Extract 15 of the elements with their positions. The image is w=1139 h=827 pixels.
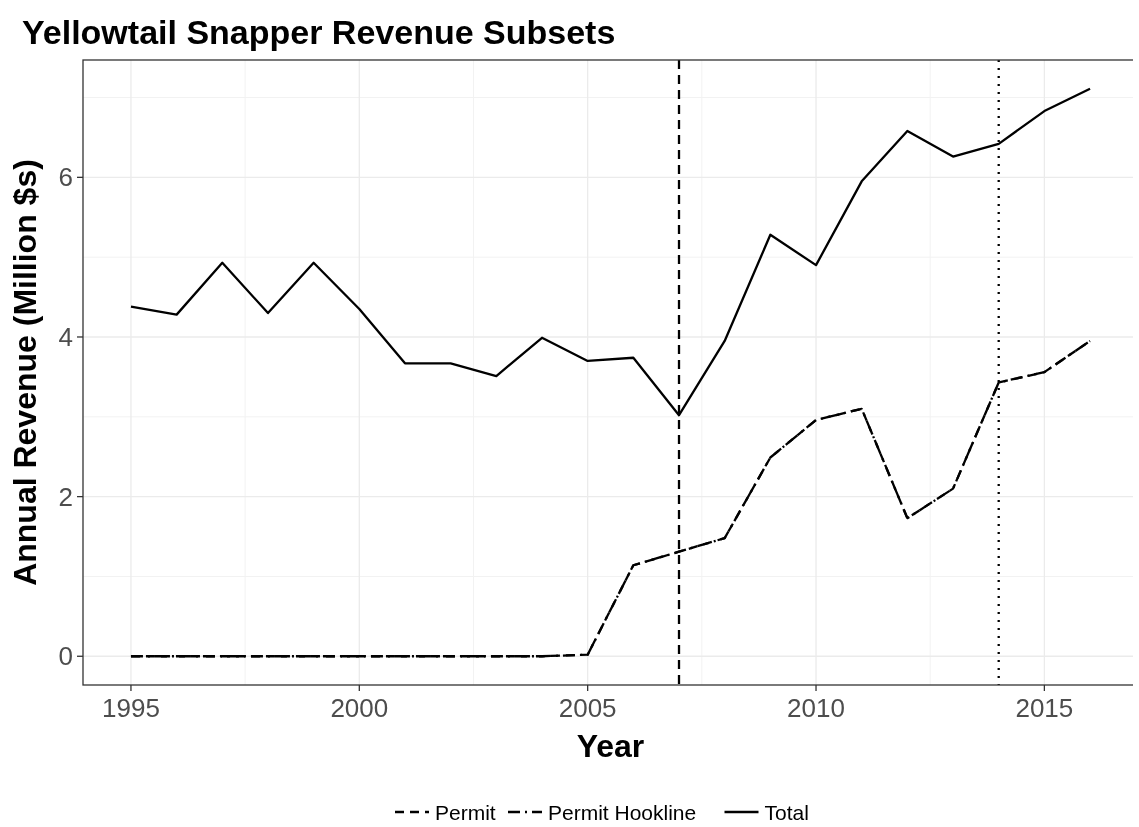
legend-label: Permit bbox=[435, 801, 496, 824]
x-axis-title: Year bbox=[576, 728, 645, 764]
x-tick-label: 1995 bbox=[102, 693, 160, 723]
x-tick-label: 2005 bbox=[558, 693, 617, 723]
legend-label: Permit Hookline bbox=[548, 801, 697, 824]
y-tick-label: 0 bbox=[58, 641, 73, 672]
y-tick-label: 2 bbox=[58, 481, 73, 512]
x-tick-label: 2000 bbox=[330, 693, 389, 723]
x-tick-label: 2015 bbox=[1015, 693, 1074, 723]
y-tick-label: 6 bbox=[58, 162, 73, 193]
y-tick-label: 4 bbox=[58, 321, 73, 352]
legend-label: Total bbox=[764, 801, 809, 824]
chart-title: Yellowtail Snapper Revenue Subsets bbox=[22, 13, 616, 51]
y-axis-title: Annual Revenue (Million $s) bbox=[7, 159, 43, 586]
x-tick-label: 2010 bbox=[787, 693, 845, 723]
